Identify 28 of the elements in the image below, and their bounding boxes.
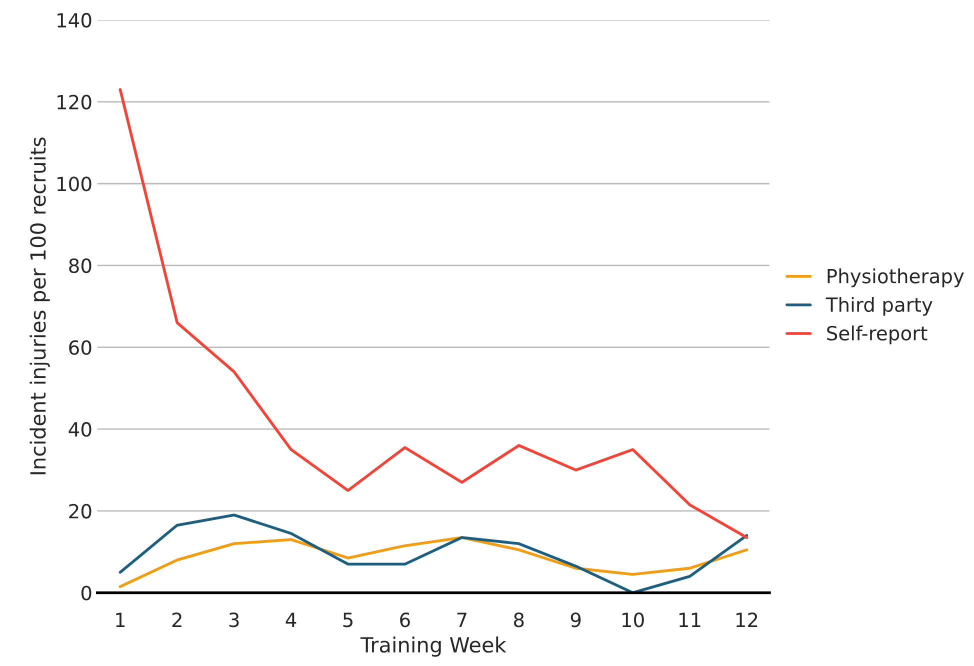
- y-tick-label: 40: [68, 422, 92, 437]
- x-tick-label: 11: [679, 612, 700, 627]
- y-tick-label: 140: [58, 12, 92, 28]
- x-tick-label: 1: [116, 612, 125, 627]
- y-axis-title: Incident injuries per 100 recruits: [30, 137, 50, 474]
- x-tick-label: 8: [514, 612, 524, 628]
- x-tick-label: 5: [343, 612, 352, 628]
- x-tick-label: 10: [622, 612, 644, 628]
- x-tick-label: 9: [570, 612, 581, 628]
- x-tick-label: 12: [736, 612, 758, 627]
- line-series: [118, 88, 748, 539]
- y-tick-label: 20: [69, 504, 92, 519]
- legend-label: Third party: [826, 296, 932, 316]
- x-tick-label: 3: [229, 612, 239, 628]
- y-tick-label: 0: [81, 586, 92, 600]
- x-tick-label: 2: [172, 612, 182, 627]
- y-tick-label: 120: [58, 94, 92, 110]
- x-axis-title: Training Week: [360, 636, 506, 657]
- x-tick-label: 6: [400, 612, 410, 628]
- x-tick-label: 7: [457, 612, 466, 627]
- legend-label: Physiotherapy: [828, 268, 964, 288]
- legend-label: Self-report: [827, 325, 928, 344]
- line-series: [118, 514, 748, 593]
- y-tick-label: 60: [69, 340, 92, 355]
- y-tick-label: 80: [69, 258, 92, 274]
- line-series: [118, 536, 748, 588]
- x-tick-label: 4: [286, 612, 296, 627]
- y-tick-label: 100: [58, 176, 92, 192]
